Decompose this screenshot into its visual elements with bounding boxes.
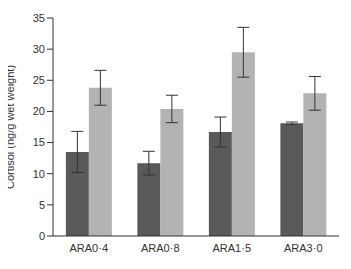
svg-text:10: 10 (33, 168, 45, 180)
svg-text:20: 20 (33, 105, 45, 117)
svg-text:ARA1·5: ARA1·5 (212, 242, 251, 254)
svg-text:Cortisol (ng/g wet weight): Cortisol (ng/g wet weight) (8, 65, 16, 189)
svg-text:30: 30 (33, 43, 45, 55)
svg-text:25: 25 (33, 74, 45, 86)
svg-text:0: 0 (39, 230, 45, 242)
svg-text:35: 35 (33, 12, 45, 24)
svg-text:ARA0·8: ARA0·8 (141, 242, 180, 254)
svg-text:ARA3·0: ARA3·0 (284, 242, 323, 254)
svg-text:5: 5 (39, 199, 45, 211)
svg-text:ARA0·4: ARA0·4 (69, 242, 108, 254)
svg-text:15: 15 (33, 136, 45, 148)
